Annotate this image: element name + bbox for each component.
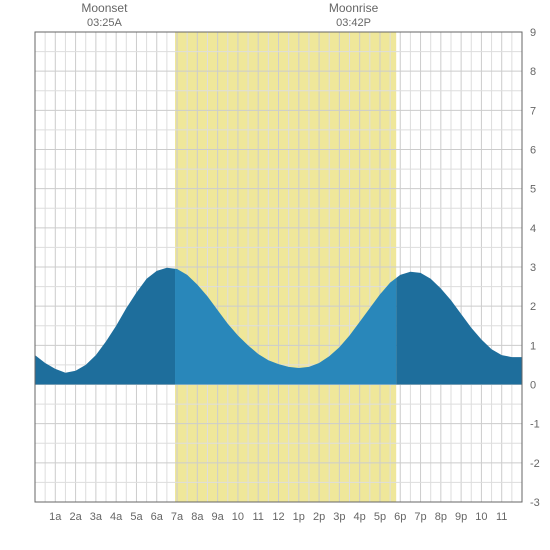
- x-tick-label: 8a: [191, 511, 204, 523]
- y-tick-label: -2: [530, 458, 540, 470]
- moon-event-title: Moonrise: [329, 1, 379, 15]
- moon-event-title: Moonset: [81, 1, 128, 15]
- y-tick-label: 9: [530, 27, 536, 39]
- x-tick-label: 11: [252, 511, 263, 523]
- x-tick-label: 1p: [293, 511, 305, 523]
- y-tick-label: 5: [530, 184, 536, 196]
- y-tick-label: 1: [530, 340, 536, 352]
- x-tick-label: 9a: [212, 511, 225, 523]
- x-tick-label: 10: [475, 511, 487, 523]
- y-tick-label: 0: [530, 380, 536, 392]
- x-tick-label: 5p: [374, 511, 386, 523]
- x-tick-label: 3a: [90, 511, 103, 523]
- y-tick-label: 3: [530, 262, 536, 274]
- x-tick-label: 7p: [414, 511, 426, 523]
- x-tick-label: 2p: [313, 511, 325, 523]
- y-tick-label: 8: [530, 66, 536, 78]
- chart-svg: -3-2-101234567891a2a3a4a5a6a7a8a9a101112…: [0, 0, 550, 550]
- moon-event-time: 03:25A: [87, 17, 123, 29]
- tide-chart: -3-2-101234567891a2a3a4a5a6a7a8a9a101112…: [0, 0, 550, 550]
- x-tick-label: 10: [232, 511, 244, 523]
- x-tick-label: 7a: [171, 511, 184, 523]
- x-tick-label: 5a: [130, 511, 143, 523]
- x-tick-label: 4a: [110, 511, 123, 523]
- x-tick-label: 3p: [333, 511, 345, 523]
- moon-event-time: 03:42P: [336, 17, 371, 29]
- x-tick-label: 8p: [435, 511, 447, 523]
- y-tick-label: 2: [530, 301, 536, 313]
- y-tick-label: -1: [530, 419, 540, 431]
- y-tick-label: 4: [530, 223, 536, 235]
- x-tick-label: 12: [272, 511, 284, 523]
- x-tick-label: 6p: [394, 511, 406, 523]
- x-tick-label: 9p: [455, 511, 467, 523]
- x-tick-label: 6a: [151, 511, 164, 523]
- y-tick-label: 6: [530, 145, 536, 157]
- y-tick-label: -3: [530, 497, 540, 509]
- x-tick-label: 2a: [69, 511, 82, 523]
- x-tick-label: 4p: [354, 511, 366, 523]
- x-tick-label: 1a: [49, 511, 62, 523]
- y-tick-label: 7: [530, 105, 536, 117]
- x-tick-label: 11: [496, 511, 507, 523]
